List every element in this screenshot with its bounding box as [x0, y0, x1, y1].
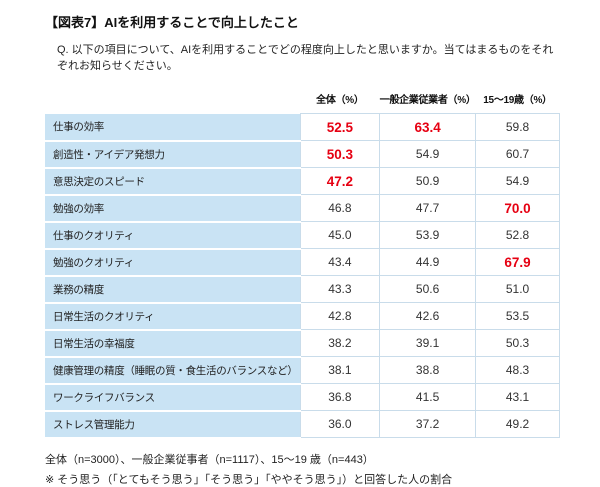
cell-value: 41.5	[379, 383, 477, 411]
row-label: 仕事のクオリティ	[45, 221, 301, 250]
cell-value: 42.8	[299, 302, 381, 330]
cell-value: 49.2	[475, 410, 560, 438]
cell-value: 36.8	[299, 383, 381, 411]
table-row: 創造性・アイデア発想力 50.3 54.9 60.7	[45, 140, 560, 169]
row-label: 日常生活のクオリティ	[45, 302, 301, 331]
cell-value: 42.6	[379, 302, 477, 330]
footnote-sample-sizes: 全体（n=3000）、一般企業従事者（n=1117）、15～19 歳（n=443…	[45, 453, 374, 466]
cell-value: 50.3	[299, 140, 381, 168]
row-label: 健康管理の精度（睡眠の質・食生活のバランスなど）	[45, 356, 301, 385]
row-label: 意思決定のスピード	[45, 167, 301, 196]
header-row: 全体（%） 一般企業従業者（%） 15～19歳（%）	[45, 85, 560, 114]
row-label: 勉強の効率	[45, 194, 301, 223]
cell-value: 59.8	[475, 113, 560, 141]
cell-value: 50.9	[379, 167, 477, 195]
column-header-age-15-19: 15～19歳（%）	[483, 95, 552, 106]
data-table: 全体（%） 一般企業従業者（%） 15～19歳（%） 仕事の効率 52.5 63…	[45, 85, 560, 439]
cell-value: 38.1	[299, 356, 381, 384]
cell-value: 36.0	[299, 410, 381, 438]
table-row: 仕事のクオリティ 45.0 53.9 52.8	[45, 221, 560, 250]
column-header-company-workers: 一般企業従業者（%）	[379, 95, 476, 106]
table-row: ワークライフバランス 36.8 41.5 43.1	[45, 383, 560, 412]
figure-title: 【図表7】AIを利用することで向上したこと	[45, 15, 299, 30]
row-label: 創造性・アイデア発想力	[45, 140, 301, 169]
cell-value: 70.0	[475, 194, 560, 222]
cell-value: 43.3	[299, 275, 381, 303]
cell-value: 47.7	[379, 194, 477, 222]
cell-value: 50.6	[379, 275, 477, 303]
cell-value: 46.8	[299, 194, 381, 222]
row-label: 勉強のクオリティ	[45, 248, 301, 277]
table-row: 日常生活のクオリティ 42.8 42.6 53.5	[45, 302, 560, 331]
footnote-definition: ※ そう思う（「とてもそう思う」「そう思う」「ややそう思う」）と回答した人の割合	[45, 473, 453, 486]
row-label: ワークライフバランス	[45, 383, 301, 412]
cell-value: 63.4	[379, 113, 477, 141]
cell-value: 38.2	[299, 329, 381, 357]
cell-value: 43.1	[475, 383, 560, 411]
row-label: 日常生活の幸福度	[45, 329, 301, 358]
cell-value: 38.8	[379, 356, 477, 384]
column-header-overall: 全体（%）	[316, 95, 364, 106]
question-text: Q. 以下の項目について、AIを利用することでどの程度向上したと思いますか。当て…	[57, 44, 554, 72]
cell-value: 54.9	[475, 167, 560, 195]
cell-value: 45.0	[299, 221, 381, 249]
table-row: 意思決定のスピード 47.2 50.9 54.9	[45, 167, 560, 196]
cell-value: 44.9	[379, 248, 477, 276]
row-label: 業務の精度	[45, 275, 301, 304]
cell-value: 60.7	[475, 140, 560, 168]
table-row: 勉強の効率 46.8 47.7 70.0	[45, 194, 560, 223]
table-row: 勉強のクオリティ 43.4 44.9 67.9	[45, 248, 560, 277]
table-row: 業務の精度 43.3 50.6 51.0	[45, 275, 560, 304]
table-row: 仕事の効率 52.5 63.4 59.8	[45, 113, 560, 142]
cell-value: 48.3	[475, 356, 560, 384]
cell-value: 53.5	[475, 302, 560, 330]
cell-value: 53.9	[379, 221, 477, 249]
corner-cell	[45, 85, 300, 114]
table-row: ストレス管理能力 36.0 37.2 49.2	[45, 410, 560, 439]
cell-value: 54.9	[379, 140, 477, 168]
row-label: 仕事の効率	[45, 113, 301, 142]
table-row: 健康管理の精度（睡眠の質・食生活のバランスなど） 38.1 38.8 48.3	[45, 356, 560, 385]
cell-value: 50.3	[475, 329, 560, 357]
cell-value: 52.8	[475, 221, 560, 249]
cell-value: 52.5	[299, 113, 381, 141]
cell-value: 37.2	[379, 410, 477, 438]
cell-value: 43.4	[299, 248, 381, 276]
table-row: 日常生活の幸福度 38.2 39.1 50.3	[45, 329, 560, 358]
cell-value: 47.2	[299, 167, 381, 195]
cell-value: 39.1	[379, 329, 477, 357]
cell-value: 67.9	[475, 248, 560, 276]
cell-value: 51.0	[475, 275, 560, 303]
row-label: ストレス管理能力	[45, 410, 301, 439]
